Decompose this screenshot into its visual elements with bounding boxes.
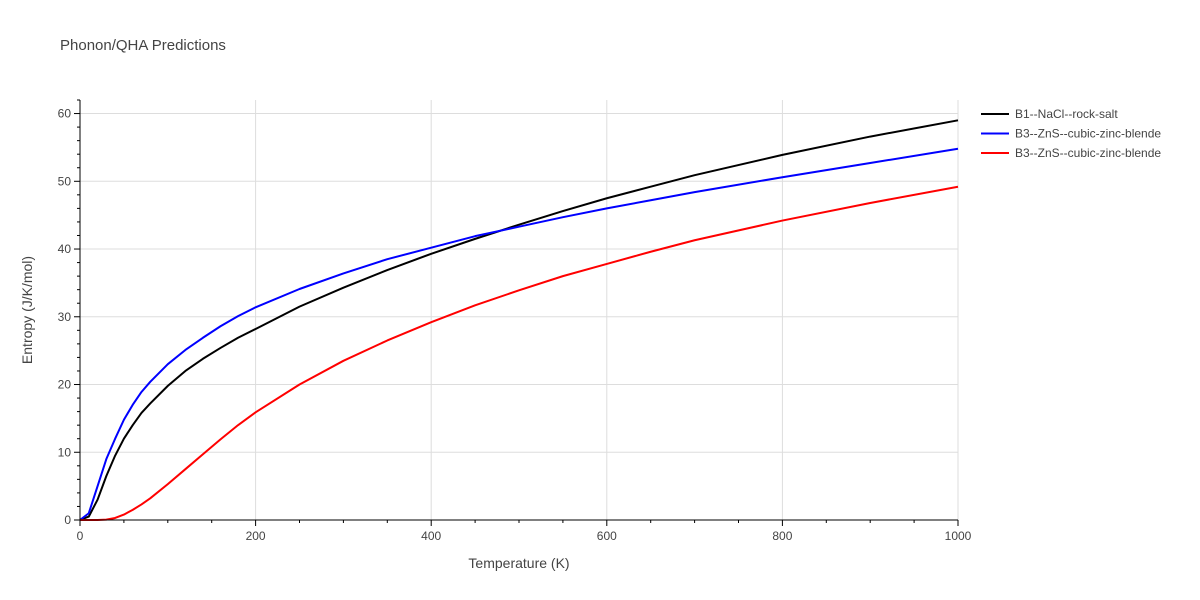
legend-label: B3--ZnS--cubic-zinc-blende [1015, 127, 1161, 141]
x-axis-label: Temperature (K) [468, 555, 569, 571]
x-tick-label: 600 [597, 529, 617, 543]
grid [80, 100, 959, 520]
y-tick-label: 30 [58, 310, 72, 324]
y-tick-label: 60 [58, 107, 72, 121]
x-tick-label: 200 [246, 529, 266, 543]
y-tick-label: 50 [58, 174, 72, 188]
chart-title: Phonon/QHA Predictions [60, 37, 226, 54]
x-tick-label: 0 [77, 529, 84, 543]
legend-label: B1--NaCl--rock-salt [1015, 107, 1118, 121]
legend[interactable]: B1--NaCl--rock-salt B3--ZnS--cubic-zinc-b… [981, 107, 1161, 160]
legend-item[interactable]: B3--ZnS--cubic-zinc-blende [981, 127, 1161, 141]
legend-label: B3--ZnS--cubic-zinc-blende [1015, 146, 1161, 160]
y-tick-label: 20 [58, 378, 72, 392]
x-tick-label: 1000 [945, 529, 972, 543]
x-tick-label: 400 [421, 529, 441, 543]
series-line-b3-zns-blue [79, 147, 959, 521]
legend-item[interactable]: B1--NaCl--rock-salt [981, 107, 1118, 121]
legend-item[interactable]: B3--ZnS--cubic-zinc-blende [981, 146, 1161, 160]
series-line-b1-nacl-rock-salt [79, 119, 959, 521]
y-tick-label: 0 [64, 513, 71, 527]
y-tick-label: 10 [58, 445, 72, 459]
y-tick-label: 40 [58, 242, 72, 256]
x-tick-label: 800 [772, 529, 792, 543]
axes: 0 200 400 600 800 1000 0 10 20 30 40 50 60 [58, 99, 972, 543]
series-layer [79, 119, 959, 521]
series-line-b3-zns-red [80, 185, 959, 521]
y-axis-label: Entropy (J/K/mol) [19, 256, 35, 364]
